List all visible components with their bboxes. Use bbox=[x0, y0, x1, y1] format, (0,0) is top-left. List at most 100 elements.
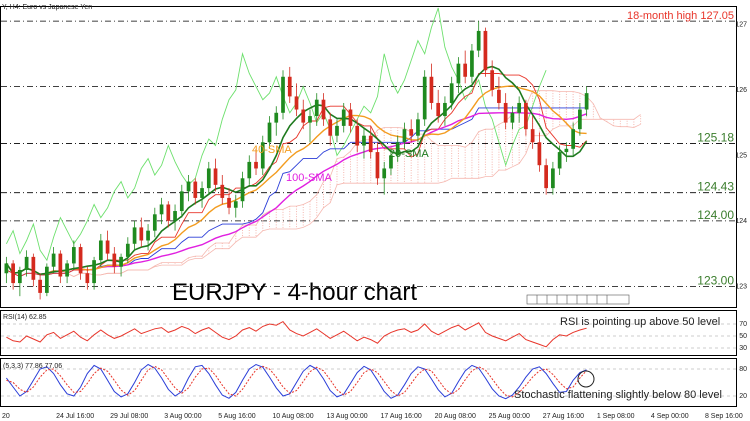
rsi-line bbox=[6, 320, 587, 348]
candle-body bbox=[11, 263, 15, 284]
candle-body bbox=[65, 263, 69, 277]
candle-body bbox=[335, 125, 339, 136]
candle-body bbox=[159, 204, 164, 215]
candle-body bbox=[301, 109, 306, 123]
candle-body bbox=[31, 256, 36, 280]
time-tick-label: 13 Aug 00:00 bbox=[326, 413, 367, 420]
chart-toolbar[interactable] bbox=[526, 294, 630, 305]
candle-body bbox=[287, 76, 292, 97]
candle-body bbox=[490, 70, 495, 90]
sma-40-line bbox=[5, 85, 587, 276]
time-tick-label: 1 Sep 08:00 bbox=[597, 413, 635, 420]
candle-body bbox=[281, 76, 285, 113]
candle-body bbox=[105, 240, 110, 254]
candle-body bbox=[382, 168, 387, 179]
rsi-annotation: RSI is pointing up above 50 level bbox=[560, 316, 720, 328]
candle-body bbox=[92, 260, 96, 284]
rsi-legend: RSI(14) 62.85 bbox=[3, 314, 47, 321]
level-label-5: 123.00 bbox=[697, 273, 734, 287]
stoch-tick-label: 20 bbox=[739, 393, 747, 400]
rsi-tick-label: 30 bbox=[739, 345, 747, 352]
senkou-span-b bbox=[60, 114, 641, 277]
candle-body bbox=[456, 63, 461, 84]
candle-body bbox=[247, 161, 252, 179]
candle-body bbox=[112, 253, 117, 267]
rsi-tick-label: 50 bbox=[739, 333, 747, 340]
candle-body bbox=[510, 112, 515, 123]
candle-body bbox=[463, 63, 468, 77]
candle-body bbox=[173, 211, 177, 221]
time-tick-label: 20 Aug 08:00 bbox=[435, 413, 476, 420]
candle-body bbox=[179, 191, 184, 212]
candle-body bbox=[537, 142, 542, 166]
time-tick-label: 24 Jul 16:00 bbox=[56, 413, 94, 420]
candle-body bbox=[146, 230, 150, 241]
candle-body bbox=[429, 76, 434, 103]
stochastic-highlight-circle bbox=[577, 370, 595, 388]
candle-body bbox=[139, 227, 144, 241]
candle-body bbox=[321, 99, 326, 120]
time-tick-label: 29 Jul 08:00 bbox=[110, 413, 148, 420]
candle-body bbox=[213, 168, 218, 185]
stochastic-panel bbox=[0, 358, 737, 407]
time-tick-label: 5 Aug 16:00 bbox=[218, 413, 255, 420]
candle-body bbox=[45, 266, 49, 293]
candle-body bbox=[314, 99, 319, 117]
candle-body bbox=[125, 243, 130, 257]
stoch-tick-label: 80 bbox=[739, 366, 747, 373]
candle-body bbox=[389, 155, 393, 169]
price-axis: 127 126 125 124 123 bbox=[735, 21, 747, 290]
stoch-annotation: Stochastic flattening slightly below 80 … bbox=[514, 389, 722, 401]
candle-body bbox=[308, 116, 312, 123]
stoch-k-line bbox=[5, 363, 587, 400]
candle-body bbox=[24, 256, 29, 270]
candle-body bbox=[524, 102, 528, 130]
candle-body bbox=[200, 188, 204, 198]
candle-body bbox=[416, 119, 420, 136]
candle-body bbox=[449, 83, 454, 103]
symbol-header: Y, H4: Euro vs Japanese Yen bbox=[2, 4, 92, 11]
candle-body bbox=[571, 129, 575, 149]
candle-body bbox=[294, 96, 299, 110]
candle-body bbox=[544, 165, 548, 189]
candle-body bbox=[85, 273, 90, 284]
time-tick-label: 10 Aug 08:00 bbox=[272, 413, 313, 420]
chart-title: EURJPY - 4-hour chart bbox=[172, 279, 417, 306]
candle-body bbox=[58, 253, 63, 277]
candle-body bbox=[18, 269, 22, 284]
candle-body bbox=[119, 256, 123, 267]
candle-body bbox=[578, 109, 582, 130]
candle-body bbox=[267, 122, 272, 143]
candle-body bbox=[503, 102, 508, 123]
candle-body bbox=[186, 181, 191, 192]
candle-body bbox=[206, 168, 211, 189]
price-tick-label: 123 bbox=[735, 283, 747, 290]
candle-body bbox=[436, 102, 441, 117]
candle-body bbox=[254, 161, 258, 169]
candle-body bbox=[443, 102, 447, 117]
candle-body bbox=[402, 129, 407, 143]
candle-body bbox=[260, 142, 265, 169]
indicator-lines bbox=[5, 7, 641, 277]
candle-body bbox=[4, 263, 9, 274]
candle-body bbox=[240, 178, 245, 202]
rsi-tick-label: 70 bbox=[739, 321, 747, 328]
candle-body bbox=[355, 125, 360, 146]
candle-body bbox=[78, 247, 83, 274]
candle-body bbox=[220, 184, 225, 198]
stoch-d-line bbox=[6, 365, 587, 398]
candle-body bbox=[530, 129, 535, 143]
candle-body bbox=[51, 253, 56, 267]
candle-body bbox=[422, 76, 427, 120]
candle-body bbox=[395, 142, 400, 156]
time-tick-label: 20 bbox=[2, 413, 10, 420]
candle-body bbox=[166, 204, 171, 221]
horizontal-levels: 18-month high 127.05 125.18 124.43 124.00 12… bbox=[1, 10, 736, 287]
senkou-span-a bbox=[60, 90, 641, 277]
candle-body bbox=[557, 152, 562, 169]
candle-body bbox=[233, 201, 238, 208]
candle-body bbox=[362, 135, 366, 146]
candle-body bbox=[368, 135, 373, 153]
rsi-panel bbox=[0, 310, 737, 356]
candle-body bbox=[551, 168, 555, 189]
